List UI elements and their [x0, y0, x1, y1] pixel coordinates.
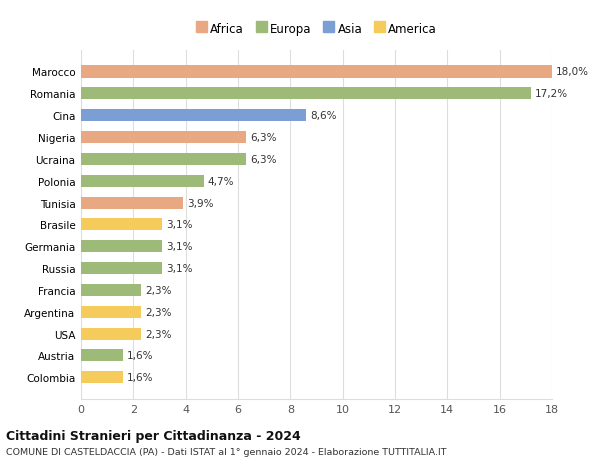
Text: Cittadini Stranieri per Cittadinanza - 2024: Cittadini Stranieri per Cittadinanza - 2… — [6, 429, 301, 442]
Text: 6,3%: 6,3% — [250, 133, 276, 143]
Bar — [81, 241, 162, 253]
Text: 4,7%: 4,7% — [208, 176, 235, 186]
Text: 8,6%: 8,6% — [310, 111, 337, 121]
Bar — [81, 67, 552, 78]
Text: 2,3%: 2,3% — [145, 329, 172, 339]
Bar — [81, 306, 141, 318]
Text: 3,9%: 3,9% — [187, 198, 214, 208]
Text: 3,1%: 3,1% — [166, 263, 193, 274]
Bar — [81, 371, 123, 383]
Text: 3,1%: 3,1% — [166, 242, 193, 252]
Bar — [81, 219, 162, 231]
Bar — [81, 284, 141, 297]
Bar — [81, 263, 162, 274]
Text: 1,6%: 1,6% — [127, 351, 153, 361]
Text: COMUNE DI CASTELDACCIA (PA) - Dati ISTAT al 1° gennaio 2024 - Elaborazione TUTTI: COMUNE DI CASTELDACCIA (PA) - Dati ISTAT… — [6, 448, 446, 457]
Bar — [81, 88, 531, 100]
Legend: Africa, Europa, Asia, America: Africa, Europa, Asia, America — [191, 18, 442, 40]
Bar — [81, 132, 246, 144]
Bar — [81, 328, 141, 340]
Bar — [81, 197, 183, 209]
Bar — [81, 175, 204, 187]
Bar — [81, 350, 123, 362]
Text: 3,1%: 3,1% — [166, 220, 193, 230]
Bar — [81, 153, 246, 166]
Text: 1,6%: 1,6% — [127, 373, 153, 382]
Text: 2,3%: 2,3% — [145, 307, 172, 317]
Bar — [81, 110, 306, 122]
Text: 18,0%: 18,0% — [556, 67, 589, 77]
Text: 2,3%: 2,3% — [145, 285, 172, 295]
Text: 6,3%: 6,3% — [250, 155, 276, 164]
Text: 17,2%: 17,2% — [535, 89, 568, 99]
